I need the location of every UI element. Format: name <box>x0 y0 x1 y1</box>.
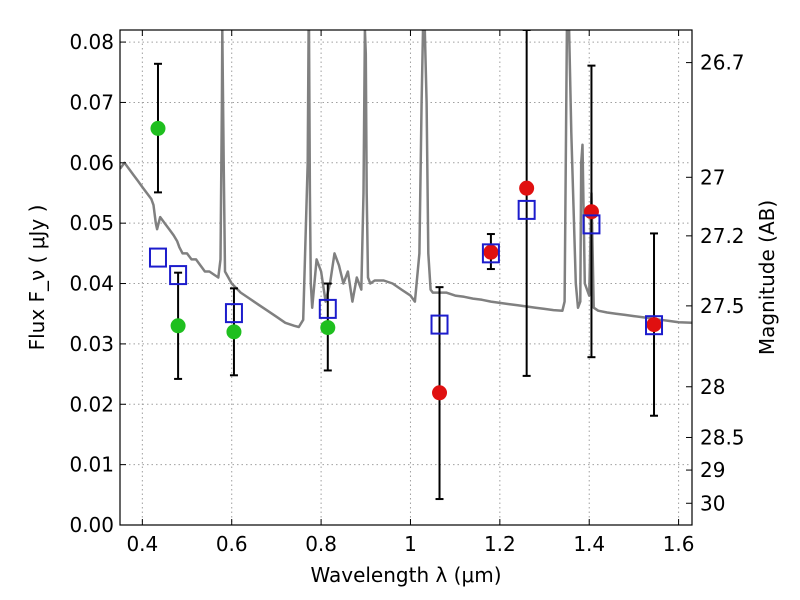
data-markers <box>148 120 664 401</box>
y-tick-label: 0.08 <box>69 30 114 54</box>
blue-square-point <box>645 315 664 336</box>
error-bars <box>153 30 659 501</box>
right-tick-label: 27.5 <box>700 294 745 318</box>
tick-labels: 0.4 0.6 0.8 1 1.2 1.4 1.6 0.00 0.01 0.02 0.03 0.04 0… <box>69 30 744 556</box>
blue-square-point <box>582 214 601 235</box>
right-tick-label: 26.7 <box>700 51 745 75</box>
blue-square-point <box>224 303 243 324</box>
sed-model-curve <box>120 30 692 329</box>
green-point <box>226 324 242 340</box>
right-tick-label: 27 <box>700 165 725 189</box>
x-tick-label: 1.6 <box>663 532 695 556</box>
x-axis-label: Wavelength λ (μm) <box>310 563 501 587</box>
y-tick-label: 0.01 <box>69 453 114 477</box>
right-tick-label: 30 <box>700 491 725 515</box>
right-tick-label: 28.5 <box>700 425 745 449</box>
blue-square-point <box>148 247 167 268</box>
axis-ticks <box>120 30 692 526</box>
y-tick-label: 0.06 <box>69 151 114 175</box>
sed-line <box>120 30 692 329</box>
axes-frame <box>119 29 693 526</box>
x-tick-label: 0.4 <box>126 532 158 556</box>
grid <box>120 30 692 526</box>
red-point <box>483 244 499 260</box>
x-tick-label: 0.8 <box>305 532 337 556</box>
green-point <box>320 320 336 336</box>
green-point <box>150 120 166 136</box>
green-point <box>170 318 186 334</box>
right-tick-label: 29 <box>700 458 725 482</box>
blue-square-point <box>481 243 500 264</box>
y-tick-label: 0.05 <box>69 211 114 235</box>
blue-square-point <box>430 314 449 335</box>
y-axis-label: Flux F_ν ( μJy ) <box>25 205 49 351</box>
y-tick-label: 0.07 <box>69 90 114 114</box>
right-axis-label: Magnitude (AB) <box>755 200 779 355</box>
x-tick-label: 1 <box>404 532 417 556</box>
right-tick-label: 28 <box>700 375 725 399</box>
red-point <box>519 180 535 196</box>
x-tick-label: 0.6 <box>216 532 248 556</box>
blue-square-point <box>318 298 337 319</box>
blue-square-point <box>169 265 188 286</box>
red-point <box>646 317 662 333</box>
y-tick-label: 0.03 <box>69 332 114 356</box>
right-tick-label: 27.2 <box>700 224 745 248</box>
red-point <box>432 385 448 401</box>
x-tick-label: 1.4 <box>573 532 605 556</box>
plot-area <box>120 30 692 501</box>
y-tick-label: 0.00 <box>69 513 114 537</box>
x-tick-label: 1.2 <box>484 532 516 556</box>
blue-square-point <box>517 199 536 220</box>
y-tick-label: 0.04 <box>69 272 114 296</box>
red-point <box>583 204 599 220</box>
y-tick-label: 0.02 <box>69 392 114 416</box>
